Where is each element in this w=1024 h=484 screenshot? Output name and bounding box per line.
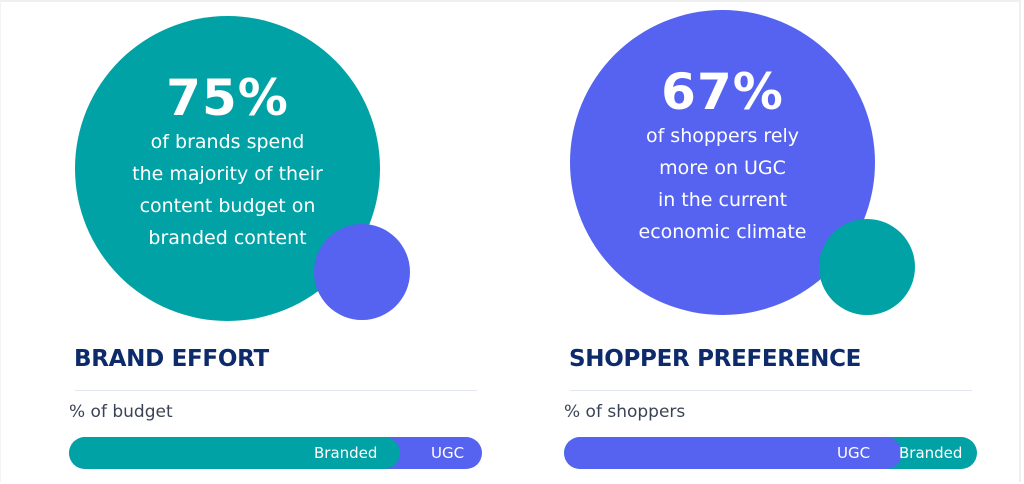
- bar-segment-ugc: [564, 437, 902, 469]
- stat-line: of brands spend: [150, 131, 305, 153]
- bar-label-branded: Branded: [899, 444, 963, 462]
- stat-line: in the current: [657, 189, 788, 211]
- split-bar-brand: Branded UGC: [69, 437, 482, 469]
- metric-label: % of budget: [69, 402, 173, 422]
- divider: [570, 390, 972, 391]
- stat-value: 75%: [166, 69, 289, 127]
- stat-line: branded content: [148, 227, 307, 249]
- stat-line: of shoppers rely: [645, 125, 800, 147]
- bar-label-branded: Branded: [314, 444, 378, 462]
- accent-circle-ugc: [314, 224, 410, 320]
- stat-line: content budget on: [139, 195, 316, 217]
- bar-label-ugc: UGC: [431, 444, 465, 462]
- stat-brand: 75% of brands spend the majority of thei…: [75, 70, 380, 254]
- stat-line: economic climate: [638, 221, 807, 243]
- split-bar-shopper: UGC Branded: [564, 437, 977, 469]
- stat-shopper: 67% of shoppers rely more on UGC in the …: [570, 64, 875, 248]
- divider: [75, 390, 477, 391]
- bar-segment-branded: [69, 437, 400, 469]
- stat-line: the majority of their: [132, 163, 323, 185]
- stat-line: more on UGC: [659, 157, 786, 179]
- bar-label-ugc: UGC: [837, 444, 871, 462]
- accent-circle-branded: [819, 219, 915, 315]
- section-heading: BRAND EFFORT: [74, 346, 269, 372]
- section-heading: SHOPPER PREFERENCE: [569, 346, 862, 372]
- stat-value: 67%: [661, 63, 784, 121]
- metric-label: % of shoppers: [564, 402, 686, 422]
